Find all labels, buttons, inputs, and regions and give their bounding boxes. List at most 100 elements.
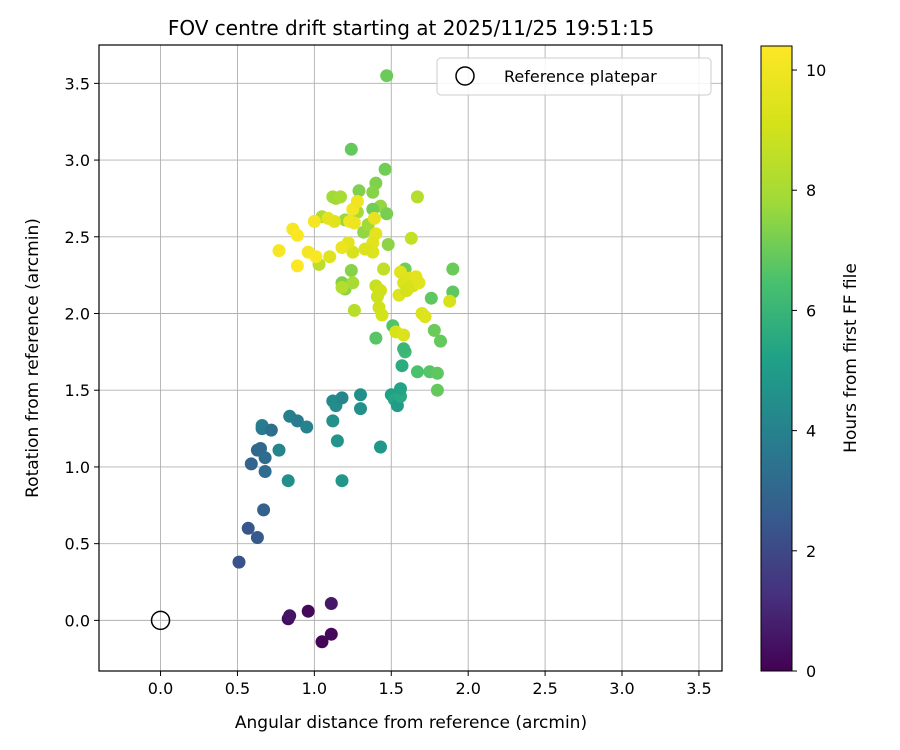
data-point <box>380 69 394 83</box>
legend: Reference platepar <box>436 57 712 96</box>
data-point <box>374 284 387 297</box>
data-point <box>377 262 391 276</box>
data-point <box>309 250 323 264</box>
colorbar-tick-label: 6 <box>806 301 816 320</box>
data-point <box>434 334 447 348</box>
legend-marker <box>455 66 475 86</box>
data-point <box>352 184 366 198</box>
chart-title: FOV centre drift starting at 2025/11/25 … <box>168 16 654 40</box>
data-point <box>378 162 392 176</box>
data-point <box>335 391 349 405</box>
colorbar <box>760 45 793 672</box>
data-points <box>232 69 460 649</box>
y-tick-label: 0.0 <box>65 611 90 630</box>
data-point <box>330 434 344 448</box>
x-axis-label: Angular distance from reference (arcmin) <box>235 713 587 733</box>
data-point <box>412 276 426 290</box>
data-point <box>290 228 304 242</box>
legend-label: Reference platepar <box>504 67 657 86</box>
data-point <box>347 216 361 230</box>
x-tick-label: 0.5 <box>225 679 250 698</box>
data-point <box>374 440 387 454</box>
data-point <box>430 383 444 397</box>
colorbar-ticks: 0 2 4 6 8 10 <box>792 61 826 681</box>
data-point <box>397 342 411 356</box>
data-point <box>369 331 383 345</box>
data-point <box>410 190 424 204</box>
data-point <box>380 207 394 221</box>
x-tick-label: 2.5 <box>532 679 557 698</box>
data-point <box>354 388 367 402</box>
data-point <box>424 291 438 305</box>
data-point <box>326 414 340 428</box>
x-axis-ticks: 0.0 0.5 1.0 1.5 2.0 2.5 3.0 3.5 <box>148 671 712 698</box>
data-point <box>283 609 297 623</box>
colorbar-tick-label: 10 <box>806 61 826 80</box>
data-point <box>307 214 321 228</box>
data-point <box>395 359 409 373</box>
data-point <box>394 265 407 279</box>
data-point <box>324 627 338 641</box>
data-point <box>397 328 411 342</box>
data-point <box>290 414 304 428</box>
data-point <box>418 310 432 324</box>
data-point <box>427 323 441 337</box>
data-point <box>347 303 361 317</box>
y-axis-label: Rotation from reference (arcmin) <box>23 218 43 498</box>
data-point <box>344 142 358 156</box>
y-tick-label: 1.5 <box>65 381 90 400</box>
data-point <box>346 276 360 290</box>
data-point <box>241 521 255 535</box>
data-point <box>258 451 272 465</box>
data-point <box>404 231 418 245</box>
colorbar-tick-label: 8 <box>806 181 816 200</box>
data-point <box>250 531 264 544</box>
data-point <box>410 365 424 379</box>
legend-box <box>436 57 712 96</box>
y-tick-label: 3.0 <box>65 151 90 170</box>
data-point <box>301 604 315 618</box>
data-point <box>366 185 380 199</box>
data-point <box>375 308 389 322</box>
data-point <box>232 555 246 569</box>
data-point <box>446 262 460 276</box>
x-tick-label: 0.0 <box>148 679 173 698</box>
plot-frame <box>98 44 723 672</box>
data-point <box>315 635 329 649</box>
y-tick-label: 3.5 <box>65 74 90 93</box>
y-tick-label: 2.5 <box>65 228 90 247</box>
data-point <box>321 211 335 225</box>
data-point <box>367 211 381 225</box>
data-point <box>430 366 444 380</box>
reference-platepar-marker <box>150 610 171 631</box>
colorbar-label: Hours from first FF file <box>841 263 861 453</box>
x-tick-label: 1.5 <box>379 679 404 698</box>
data-point <box>358 242 372 256</box>
data-point <box>272 244 286 258</box>
data-point <box>335 280 349 294</box>
data-point <box>344 264 358 277</box>
data-point <box>290 259 304 273</box>
data-point <box>350 195 364 208</box>
data-point <box>272 443 286 457</box>
y-tick-label: 0.5 <box>65 535 90 554</box>
data-point <box>323 250 337 264</box>
data-point <box>443 294 457 308</box>
data-point <box>258 465 272 478</box>
data-point <box>381 238 395 251</box>
y-tick-label: 2.0 <box>65 305 90 324</box>
data-point <box>300 420 314 434</box>
x-tick-label: 1.0 <box>302 679 327 698</box>
data-point <box>335 241 349 254</box>
y-axis-ticks: 0.0 0.5 1.0 1.5 2.0 2.5 3.0 3.5 <box>65 74 99 630</box>
colorbar-tick-label: 2 <box>806 542 816 561</box>
x-tick-label: 3.5 <box>686 679 711 698</box>
data-point <box>244 457 258 471</box>
data-point <box>334 190 347 204</box>
data-point <box>324 597 338 610</box>
data-point <box>281 474 295 488</box>
data-point <box>354 402 367 416</box>
data-point <box>394 382 407 396</box>
colorbar-tick-label: 0 <box>806 662 816 681</box>
